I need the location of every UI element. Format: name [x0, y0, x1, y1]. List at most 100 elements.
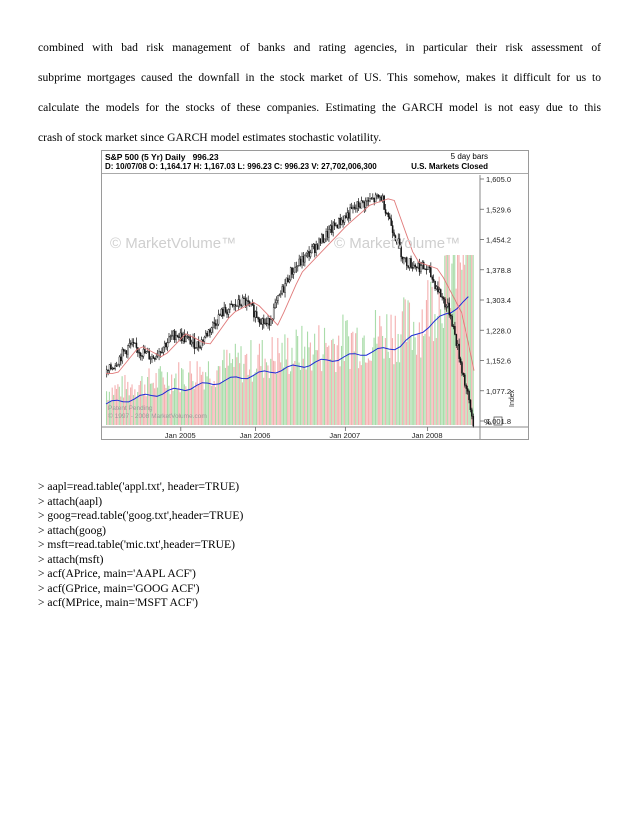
- volume-bar: [127, 381, 129, 425]
- volume-bar: [108, 391, 110, 425]
- volume-bar: [165, 387, 167, 425]
- volume-bar: [407, 300, 409, 425]
- chart-header: S&P 500 (5 Yr) Daily 996.23 D: 10/07/08 …: [102, 151, 528, 174]
- volume-bar: [121, 376, 123, 425]
- candle-body: [340, 219, 343, 225]
- candle-body: [370, 198, 373, 200]
- volume-bar: [340, 345, 343, 425]
- volume-bar: [200, 374, 202, 425]
- candle-body: [319, 238, 322, 244]
- volume-bar: [147, 376, 149, 425]
- candle-body: [438, 289, 441, 293]
- volume-bar: [440, 309, 442, 425]
- candle-body: [213, 322, 216, 324]
- candle-body: [345, 215, 347, 218]
- candle-body: [214, 323, 217, 326]
- candle-body: [434, 280, 436, 289]
- volume-bar: [268, 378, 270, 425]
- volume-bar: [220, 382, 222, 425]
- candle-body: [145, 351, 148, 354]
- volume-bar: [377, 336, 379, 425]
- candle-body: [183, 333, 186, 343]
- candle-body: [152, 356, 155, 359]
- volume-bar: [273, 360, 275, 425]
- candle-body: [285, 277, 288, 284]
- volume-bar: [274, 361, 276, 425]
- candle-body: [346, 212, 349, 218]
- candle-body: [288, 279, 291, 283]
- volume-bar: [122, 397, 125, 425]
- volume-bar: [244, 354, 246, 425]
- volume-bar: [250, 340, 252, 425]
- candle-body: [335, 225, 337, 227]
- volume-bar: [168, 385, 170, 425]
- volume-bar: [297, 335, 299, 425]
- volume-bar: [145, 396, 147, 425]
- volume-bar: [306, 331, 309, 425]
- candle-body: [464, 374, 466, 386]
- candle-body: [297, 265, 299, 267]
- volume-bar: [435, 338, 437, 425]
- candle-body: [139, 352, 142, 357]
- volume-bar: [164, 384, 166, 425]
- body-paragraph: combined with bad risk management of ban…: [38, 33, 601, 153]
- candle-body: [233, 304, 235, 307]
- sp500-chart: S&P 500 (5 Yr) Daily 996.23 D: 10/07/08 …: [101, 150, 529, 440]
- candle-body: [430, 267, 432, 278]
- volume-bar: [357, 368, 360, 425]
- volume-bar: [115, 388, 118, 425]
- volume-bar: [315, 350, 317, 425]
- candle-body: [125, 350, 128, 355]
- volume-bar: [278, 353, 280, 425]
- candle-body: [312, 244, 315, 247]
- volume-bar: [151, 383, 153, 425]
- candle-body: [132, 342, 135, 344]
- candle-body: [444, 298, 446, 308]
- volume-bar: [188, 372, 190, 425]
- candle-body: [238, 299, 241, 306]
- volume-bar: [243, 363, 245, 425]
- candle-body: [227, 309, 230, 315]
- volume-bar: [390, 314, 392, 425]
- volume-bar: [295, 329, 297, 425]
- volume-bar: [400, 334, 402, 425]
- volume-bar: [173, 378, 176, 425]
- candle-body: [202, 339, 204, 342]
- chart-footer-note: Patent Pending: [108, 405, 153, 412]
- volume-bar: [396, 361, 398, 425]
- candle-body: [295, 266, 298, 268]
- candle-body: [268, 317, 271, 326]
- candle-body: [314, 244, 316, 253]
- candle-body: [439, 289, 442, 297]
- code-line: > msft=read.table('mic.txt',header=TRUE): [38, 538, 235, 551]
- candle-body: [309, 252, 312, 257]
- volume-bar: [350, 332, 352, 425]
- candle-body: [455, 334, 458, 346]
- percent-checkbox: [493, 416, 503, 426]
- volume-bar: [384, 338, 386, 425]
- candle-body: [224, 307, 227, 313]
- volume-bar: [442, 327, 444, 425]
- volume-bar: [339, 366, 341, 425]
- volume-bar: [181, 368, 183, 425]
- code-line: > attach(goog): [38, 523, 107, 537]
- volume-bar: [342, 314, 344, 425]
- volume-bar: [389, 357, 391, 425]
- volume-bar: [137, 391, 139, 425]
- volume-bar: [312, 354, 314, 425]
- candle-body: [230, 303, 233, 305]
- index-label: Index: [509, 389, 516, 407]
- volume-bar: [428, 336, 430, 425]
- candle-body: [265, 322, 268, 325]
- volume-bar: [333, 343, 335, 425]
- candle-body: [110, 364, 112, 370]
- candle-body: [166, 342, 169, 348]
- volume-bar: [142, 394, 144, 425]
- chart-bars-note: 5 day bars: [450, 152, 488, 161]
- candle-body: [437, 286, 439, 293]
- candle-body: [356, 201, 358, 209]
- candle-body: [305, 252, 308, 256]
- candle-body: [158, 351, 160, 356]
- candle-body: [398, 238, 401, 246]
- volume-bar: [203, 389, 205, 425]
